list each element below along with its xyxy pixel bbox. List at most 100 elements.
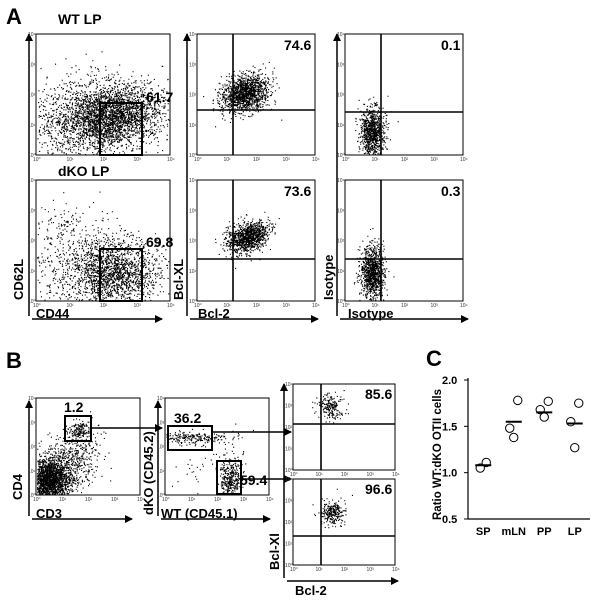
data-point: [509, 432, 519, 443]
x-tick-label: 10⁰: [290, 472, 298, 478]
x-tick-label: 10⁰: [290, 567, 298, 573]
y-tick-label: 10⁰: [337, 153, 345, 159]
x-tick-label: 10¹: [372, 303, 380, 309]
event-dots: [312, 488, 353, 529]
y-tick-label: 10¹: [189, 269, 197, 275]
x-tick-label: 10⁰: [342, 157, 350, 163]
y-tick-label: 10⁰: [189, 153, 197, 159]
event-cloud: [37, 51, 166, 155]
y-tick-label: 10²: [28, 445, 36, 451]
y-tick-label: 10⁴: [285, 477, 293, 483]
x-tick-label: 10¹: [224, 157, 232, 163]
event-cloud: [48, 217, 170, 302]
y-tick-label: 10⁴: [28, 178, 36, 184]
y-tick-label: 10³: [337, 208, 345, 214]
quadrant-value-wt-iso: 0.1: [441, 37, 461, 53]
y-tick-label: 10³: [28, 208, 36, 214]
event-cloud: [312, 390, 349, 424]
dko-lp-title: dKO LP: [58, 163, 109, 179]
event-dots: [37, 51, 166, 155]
y-tick-label: 10⁴: [28, 32, 36, 38]
x-tick-label: 10²: [341, 472, 349, 478]
gate-value-wt: 59.4: [240, 472, 267, 488]
flow-cytometry-events: [37, 51, 399, 529]
axis-label-bcl2: Bcl-2: [198, 306, 230, 321]
panel-a: WT LP dKO LP 61.7 69.8 74.6 73.6 0.1 0.3…: [11, 11, 469, 323]
data-point: [566, 417, 576, 427]
y-tick-label: 10¹: [337, 123, 345, 129]
chart-y-tick-label: 1.5: [442, 421, 457, 433]
y-tick-label: 10⁴: [285, 382, 293, 388]
x-tick-label: 10⁰: [33, 157, 41, 163]
x-tick-label: 10¹: [59, 497, 67, 503]
x-tick-label: 10⁴: [460, 303, 468, 309]
x-tick-label: 10⁴: [167, 157, 175, 163]
axis-label-isotype-x: Isotype: [348, 306, 394, 321]
y-tick-label: 10⁰: [28, 299, 36, 305]
event-dots: [312, 390, 349, 424]
y-tick-label: 10²: [337, 93, 345, 99]
event-cloud: [37, 411, 112, 495]
y-tick-label: 10⁴: [189, 32, 197, 38]
axis-label-cd44: CD44: [36, 306, 70, 321]
y-tick-label: 10²: [157, 445, 165, 451]
event-dots: [37, 411, 112, 495]
data-point: [574, 398, 584, 408]
y-tick-label: 10³: [28, 420, 36, 426]
gate-value-cd4-cd3: 1.2: [64, 399, 84, 415]
x-tick-label: 10⁴: [392, 472, 400, 478]
x-tick-label: 10³: [134, 157, 142, 163]
x-tick-label: 10²: [100, 303, 108, 309]
x-tick-label: 10²: [401, 303, 409, 309]
x-tick-label: 10⁴: [137, 497, 145, 503]
y-tick-label: 10²: [28, 239, 36, 245]
x-tick-label: 10¹: [316, 472, 324, 478]
x-tick-label: 10⁴: [312, 157, 320, 163]
quadrant-value-dko-iso: 0.3: [441, 183, 461, 199]
axis-label-bclxl-b: Bcl-Xl: [267, 533, 282, 570]
x-tick-label: 10²: [100, 157, 108, 163]
chart-x-tick-label: mLN: [502, 526, 527, 538]
log-tick-labels: 10⁰10⁰10¹10¹10²10²10³10³10⁴10⁴10⁰10⁰10¹1…: [28, 32, 468, 573]
data-point: [505, 423, 515, 433]
wt-lp-title: WT LP: [58, 11, 102, 27]
x-tick-label: 10³: [134, 303, 142, 309]
gate-value-wt: 61.7: [146, 89, 173, 105]
event-dots: [215, 211, 280, 269]
event-cloud: [203, 61, 283, 128]
event-dots: [37, 191, 123, 262]
data-point: [543, 396, 553, 407]
y-tick-label: 10⁰: [157, 493, 165, 499]
y-tick-label: 10⁴: [337, 32, 345, 38]
y-tick-label: 10²: [285, 520, 293, 526]
y-tick-label: 10³: [285, 499, 293, 505]
panel-label-a: A: [6, 4, 22, 29]
x-tick-label: 10³: [240, 497, 248, 503]
axis-label-cd3: CD3: [36, 506, 62, 521]
plot-wt-bclxl-bcl2: [196, 33, 316, 156]
event-cloud: [215, 211, 280, 269]
x-tick-label: 10³: [367, 472, 375, 478]
x-tick-label: 10⁴: [312, 303, 320, 309]
x-tick-label: 10⁴: [392, 567, 400, 573]
y-tick-label: 10³: [157, 420, 165, 426]
x-tick-label: 10³: [431, 157, 439, 163]
axis-label-dko-cd452: dKO (CD45.2): [141, 431, 156, 515]
plot-bcl-bottom: [292, 478, 396, 566]
ratio-chart: Ratio WT:dKO OTII cells 0.5 1.0 1.5 2.0 SP mL…: [432, 375, 590, 538]
event-dots: [203, 61, 283, 128]
x-tick-label: 10⁰: [33, 303, 41, 309]
y-tick-label: 10²: [337, 239, 345, 245]
x-tick-label: 10³: [431, 303, 439, 309]
quadrant-value-bcl-top: 85.6: [365, 386, 392, 402]
axis-label-cd62l: CD62L: [11, 259, 26, 300]
event-cloud: [215, 446, 244, 496]
event-dots: [48, 217, 170, 302]
plot-bcl-top: [292, 383, 396, 471]
axis-label-bclxl: Bcl-XL: [171, 259, 186, 300]
x-tick-label: 10³: [283, 303, 291, 309]
y-tick-label: 10¹: [285, 447, 293, 453]
x-tick-label: 10¹: [188, 497, 196, 503]
y-tick-label: 10¹: [285, 542, 293, 548]
